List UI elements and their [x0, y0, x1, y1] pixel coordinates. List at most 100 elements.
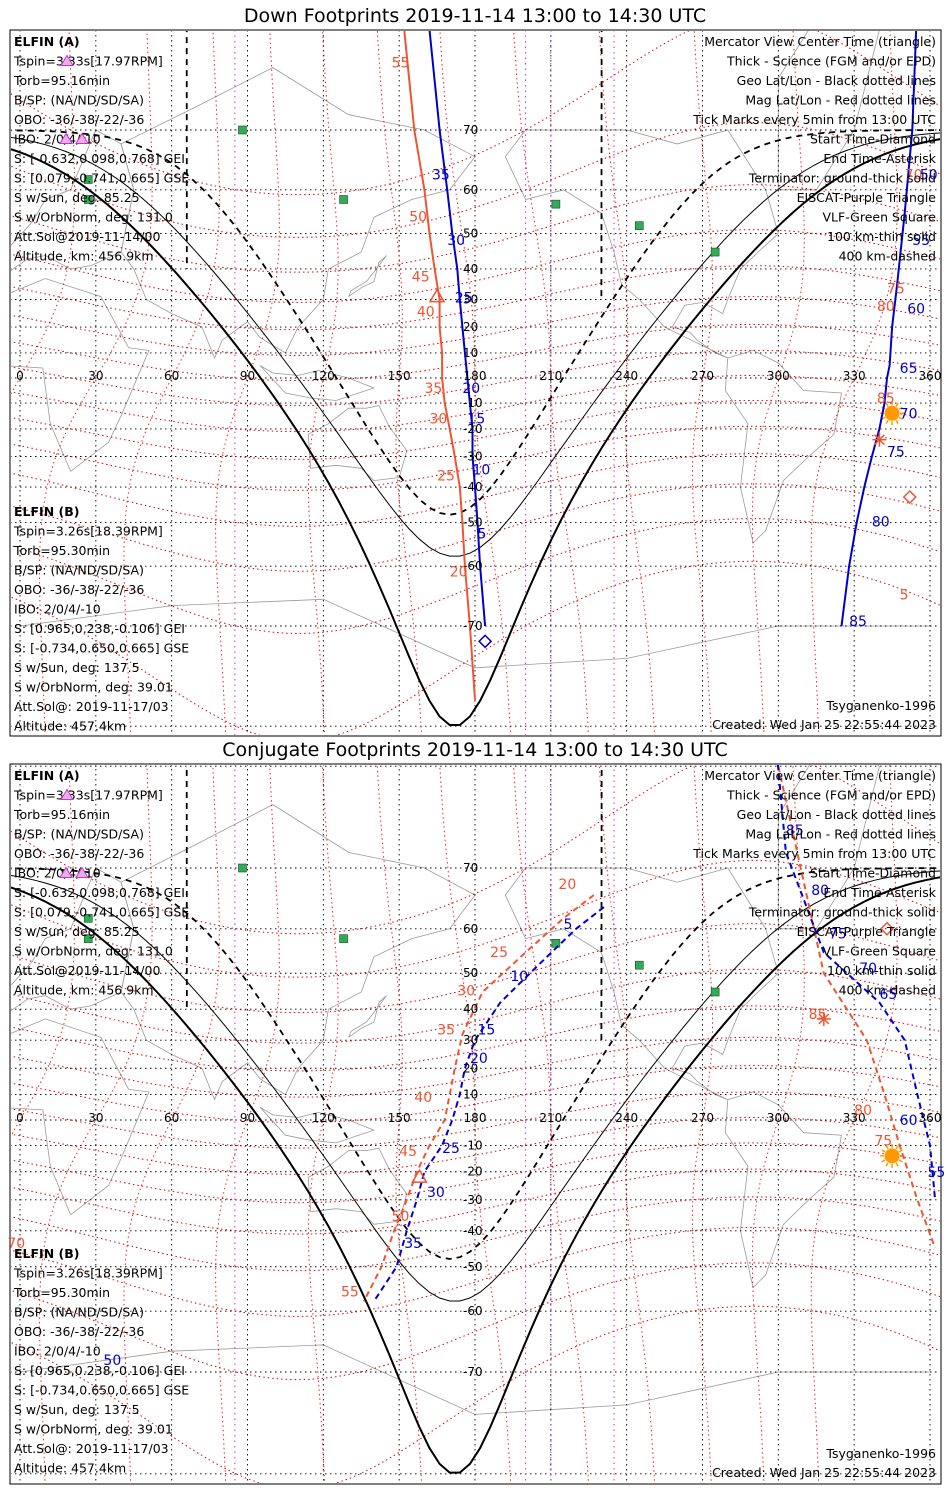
mag-parallel	[11, 483, 940, 572]
elfin-b-minute-label: 40	[417, 304, 435, 320]
mag-meridian	[376, 31, 422, 735]
elfin-a-minute-label: 85	[849, 614, 867, 630]
elfin-a-minute-label: 50	[920, 168, 938, 184]
elfin-a-end-asterisk	[872, 432, 887, 447]
elfin-b-info-line: S w/OrbNorm, deg: 39.01	[14, 680, 173, 695]
mag-meridian	[691, 765, 714, 1483]
plot-frame-conj	[9, 763, 942, 1485]
mag-parallel	[11, 399, 940, 460]
elfin-b-minute-label: 45	[399, 1144, 417, 1160]
elfin-a-minute-label: 70	[900, 406, 918, 422]
elfin-b-label: ELFIN (B)	[14, 1246, 79, 1261]
coastline-2	[120, 804, 476, 1101]
terminator-100km	[11, 132, 940, 557]
vlf-station-square	[635, 960, 644, 970]
elfin-b-track-2	[777, 765, 937, 1249]
elfin-b-center-triangle	[411, 1168, 428, 1183]
legend-line: EISCAT-Purple Triangle	[797, 190, 937, 205]
geo-grid	[11, 31, 940, 735]
elfin-a-minute-label: 80	[872, 514, 890, 530]
elfin-a-minute-label: 55	[927, 1165, 945, 1181]
lon-tick-label: 150	[388, 369, 411, 383]
mag-parallel	[11, 1091, 940, 1149]
lat-tick-label: -30	[463, 449, 483, 463]
elfin-a-minute-label: 50	[103, 1353, 121, 1369]
mag-parallel	[11, 374, 940, 433]
lat-tick-label: -60	[463, 1304, 483, 1318]
eiscat-triangle	[75, 132, 89, 144]
lat-tick-label: 30	[463, 293, 478, 307]
legend-line: Terminator: ground-thick solid	[748, 171, 936, 186]
lon-tick-label: 270	[691, 1111, 714, 1125]
elfin-b-minute-label: 85	[877, 391, 895, 407]
mag-grid	[11, 31, 940, 735]
elfin-b-minute-label: 35	[437, 1022, 455, 1038]
sun-ray	[898, 1159, 903, 1163]
legend-line: VLF-Green Square	[822, 944, 936, 959]
vlf-station-square	[238, 863, 247, 873]
elfin-b-start-diamond	[879, 921, 895, 936]
mag-parallel	[11, 1142, 940, 1204]
elfin-b-minute-label: 30	[457, 984, 475, 1000]
elfin-b-info-line: Tspin=3.26s[18.39RPM]	[13, 1266, 163, 1281]
elfin-a-info-line: S w/OrbNorm, deg: 131.0	[14, 944, 173, 959]
legend-line: End Time-Asterisk	[823, 885, 936, 900]
lon-tick-label: 30	[88, 1111, 103, 1125]
legend-line: Mag Lat/Lon - Red dotted lines	[745, 827, 936, 842]
mag-meridian	[307, 31, 339, 735]
sun-ray	[885, 402, 889, 407]
elfin-b-minute-label: 55	[341, 1285, 359, 1301]
lon-tick-label: 270	[691, 369, 714, 383]
lat-tick-label: 40	[463, 262, 478, 276]
lon-tick-label: 240	[615, 1111, 638, 1125]
elfin-a-label: ELFIN (A)	[14, 34, 80, 49]
elfin-a-info-line: OBO: -36/-38/-22/-36	[14, 846, 144, 861]
vlf-station-square	[710, 987, 720, 997]
elfin-b-center-triangle	[428, 288, 446, 303]
mag-meridian	[513, 765, 589, 1483]
sun-ray	[895, 1145, 899, 1150]
mag-meridian	[598, 765, 655, 1483]
lon-tick-label: 330	[843, 1111, 866, 1125]
eiscat-triangle	[59, 132, 73, 144]
elfin-a-info-line: Tspin=3.33s[17.97RPM]	[13, 788, 163, 803]
lat-tick-label: -10	[463, 396, 483, 410]
mag-meridian	[123, 31, 220, 735]
lon-tick-label: 150	[388, 1111, 411, 1125]
coastline-7	[259, 1106, 376, 1144]
legend-line: Mercator View Center Time (triangle)	[704, 34, 936, 49]
elfin-a-info-line: OBO: -36/-38/-22/-36	[14, 112, 144, 127]
elfin-a-minute-label: 30	[447, 233, 465, 249]
lat-tick-label: -60	[463, 559, 483, 573]
legend-line: 400 km-dashed	[839, 983, 936, 998]
elfin-b-info-line: Torb=95.30min	[13, 543, 110, 558]
vlf-station-square	[83, 195, 93, 204]
vlf-station-square	[339, 934, 348, 943]
sun-ray	[885, 1145, 889, 1150]
model-label: Tsyganenko-1996	[825, 698, 936, 713]
elfin-b-minute-label: 20	[558, 877, 576, 893]
mag-parallel	[11, 1262, 940, 1381]
mag-meridian	[307, 765, 339, 1483]
lon-tick-label: 300	[767, 1111, 790, 1125]
terminator-100km	[11, 870, 940, 1302]
vlf-station-square	[710, 247, 720, 257]
lon-tick-label: 90	[240, 369, 255, 383]
lon-tick-label: 210	[539, 1111, 562, 1125]
elfin-a-minute-label: 75	[887, 444, 905, 460]
mag-meridian	[11, 765, 76, 1137]
sun-ray	[898, 406, 903, 410]
lon-tick-label: 210	[539, 369, 562, 383]
sun-ray	[898, 1149, 903, 1153]
elfin-a-info-line: Tspin=3.33s[17.97RPM]	[13, 54, 163, 69]
lon-tick-label: 60	[164, 1111, 179, 1125]
elfin-b-info-line: OBO: -36/-38/-22/-36	[14, 1324, 144, 1339]
legend-line: Start Time-Diamond	[810, 132, 936, 147]
elfin-b-info-line: S: [0.965,0.238,-0.106] GEI	[14, 621, 185, 636]
terminator-ground	[11, 138, 940, 726]
elfin-b-minute-label: 80	[854, 1103, 872, 1119]
sun-ray	[881, 1159, 886, 1163]
lat-tick-label: -40	[463, 480, 483, 494]
elfin-b-minute-label: 40	[414, 1090, 432, 1106]
